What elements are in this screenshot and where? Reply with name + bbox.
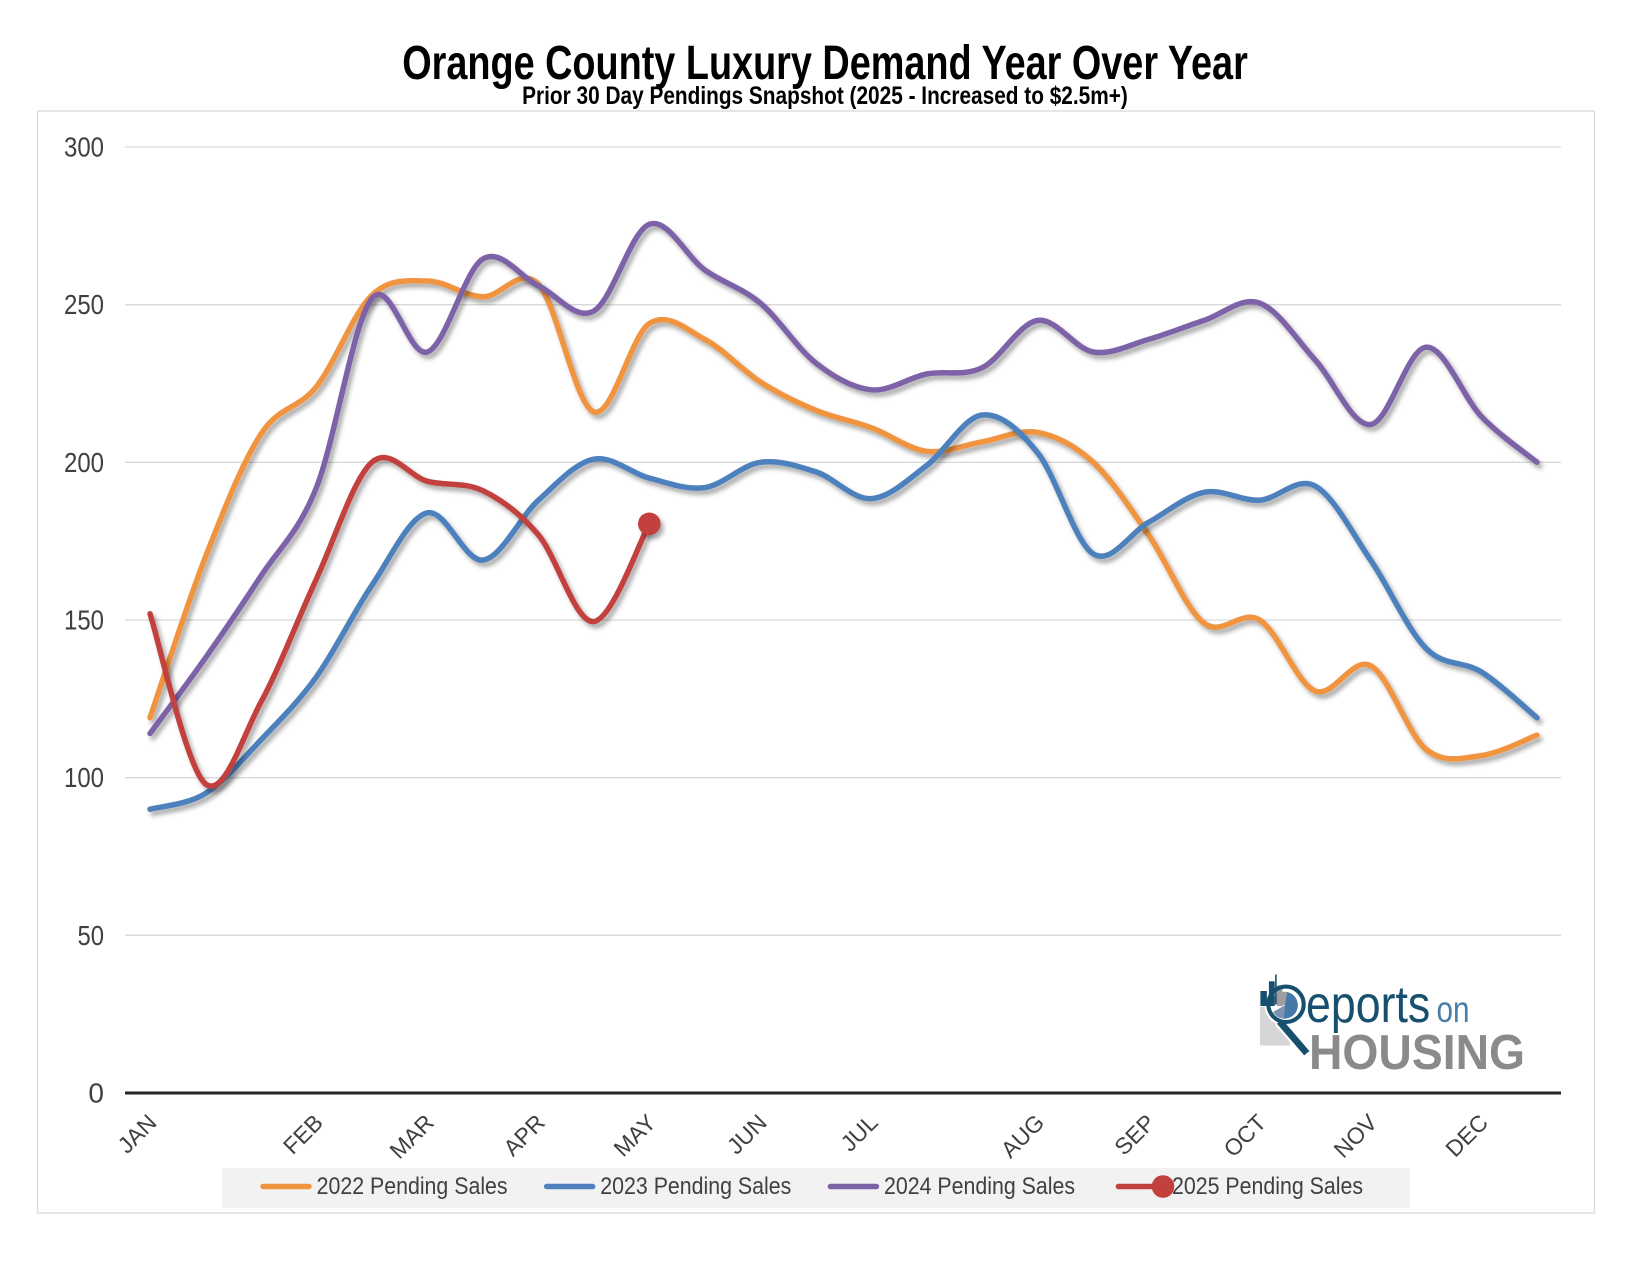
svg-text:150: 150 [64,605,104,636]
svg-text:0: 0 [88,1078,104,1109]
svg-text:2025 Pending Sales: 2025 Pending Sales [1172,1173,1363,1200]
svg-text:50: 50 [78,920,105,951]
svg-text:HOUSING: HOUSING [1309,1026,1525,1081]
svg-text:2023 Pending Sales: 2023 Pending Sales [600,1173,791,1200]
svg-text:300: 300 [64,132,104,163]
svg-text:on: on [1437,990,1470,1031]
svg-text:100: 100 [64,762,104,793]
svg-text:2024 Pending Sales: 2024 Pending Sales [884,1173,1075,1200]
svg-text:250: 250 [64,289,104,320]
svg-text:200: 200 [64,447,104,478]
svg-text:Orange County Luxury Demand Ye: Orange County Luxury Demand Year Over Ye… [402,37,1248,90]
svg-text:2022 Pending Sales: 2022 Pending Sales [317,1173,508,1200]
svg-text:eports: eports [1306,976,1430,1034]
svg-text:Prior 30 Day Pendings Snapshot: Prior 30 Day Pendings Snapshot (2025 - I… [522,81,1128,109]
